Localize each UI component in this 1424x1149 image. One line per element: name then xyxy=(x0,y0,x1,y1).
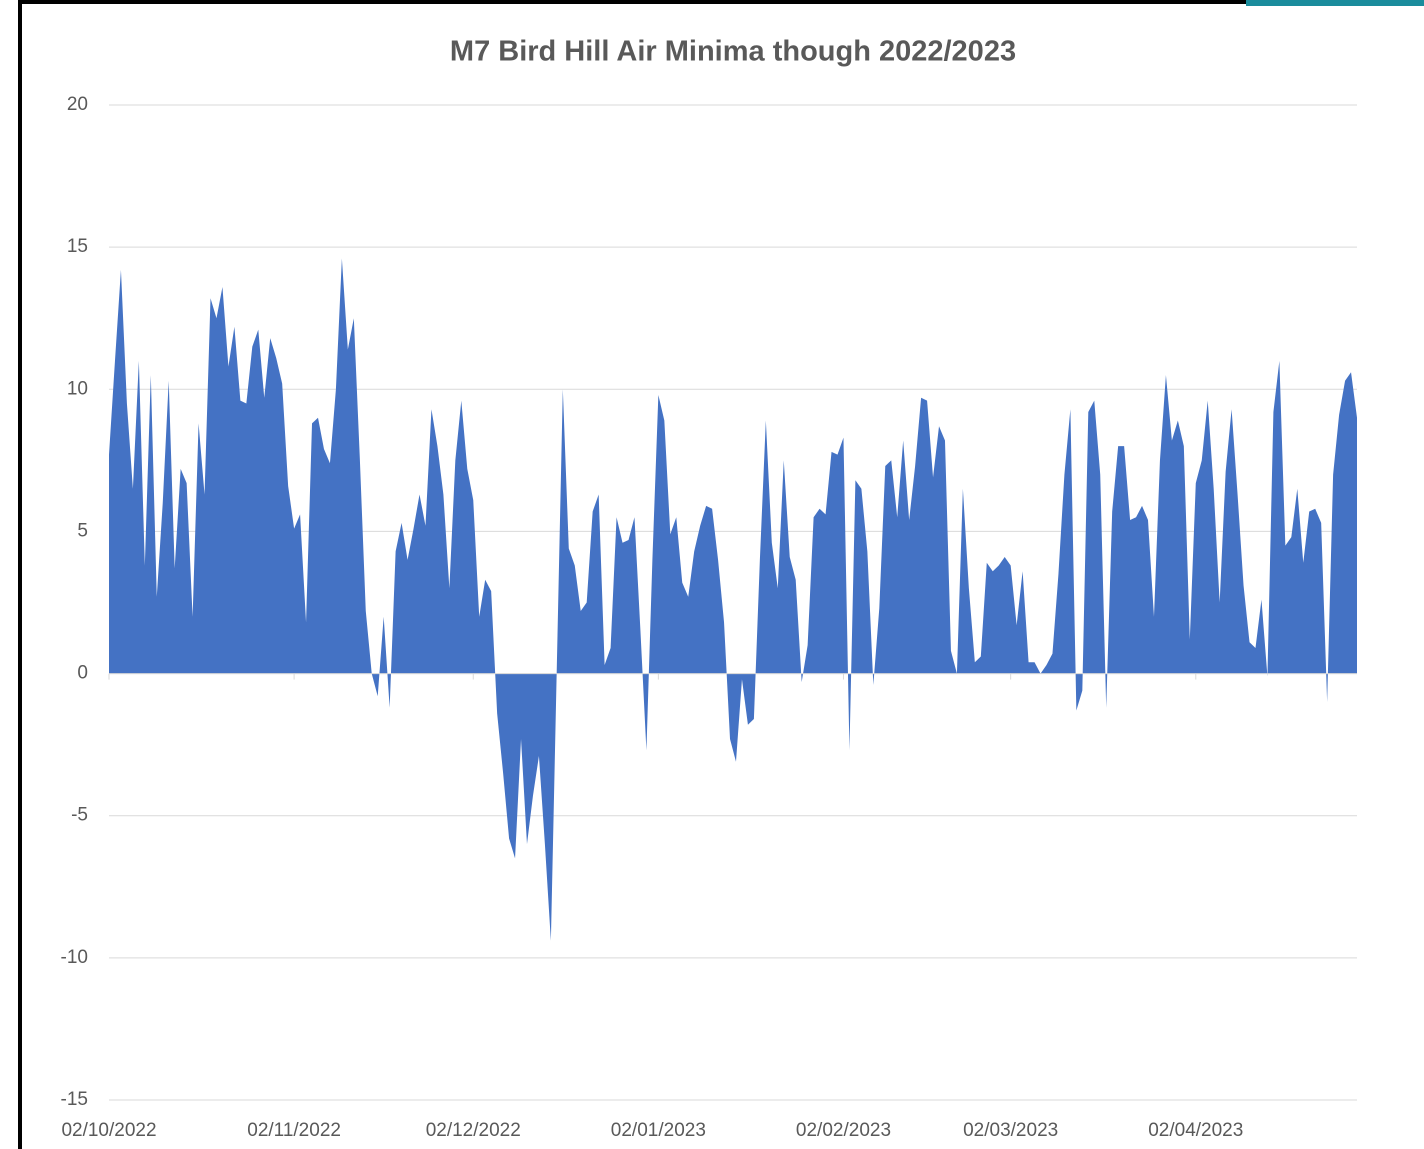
x-tick-label: 02/02/2023 xyxy=(796,1120,891,1141)
x-tick-label: 02/11/2022 xyxy=(247,1120,341,1141)
y-tick-label: 5 xyxy=(77,520,88,541)
y-tick-label: 15 xyxy=(67,236,88,257)
axis: -15 -10 -5 0 5 10 15 20 02/10/2022 02/11/2022 02/1… xyxy=(61,94,1357,1141)
frame-top xyxy=(18,0,1424,4)
x-tick-label: 02/01/2023 xyxy=(611,1120,706,1141)
y-tick-label: 0 xyxy=(77,663,88,684)
y-tick-label: 10 xyxy=(67,378,88,399)
x-tick-label: 02/12/2022 xyxy=(426,1120,521,1141)
plot xyxy=(109,258,1357,941)
frame-left xyxy=(18,0,22,1149)
corner-tab xyxy=(1246,0,1424,6)
x-tick-label: 02/04/2023 xyxy=(1148,1120,1243,1141)
chart-title: M7 Bird Hill Air Minima though 2022/2023 xyxy=(450,36,1016,68)
y-tick-label: 20 xyxy=(67,94,88,115)
y-tick-label: -5 xyxy=(71,805,88,826)
y-tick-label: -15 xyxy=(61,1089,88,1110)
area xyxy=(109,258,1357,941)
x-tick-label: 02/10/2022 xyxy=(61,1120,156,1141)
x-tick-label: 02/03/2023 xyxy=(963,1120,1058,1141)
y-tick-label: -10 xyxy=(61,947,88,968)
